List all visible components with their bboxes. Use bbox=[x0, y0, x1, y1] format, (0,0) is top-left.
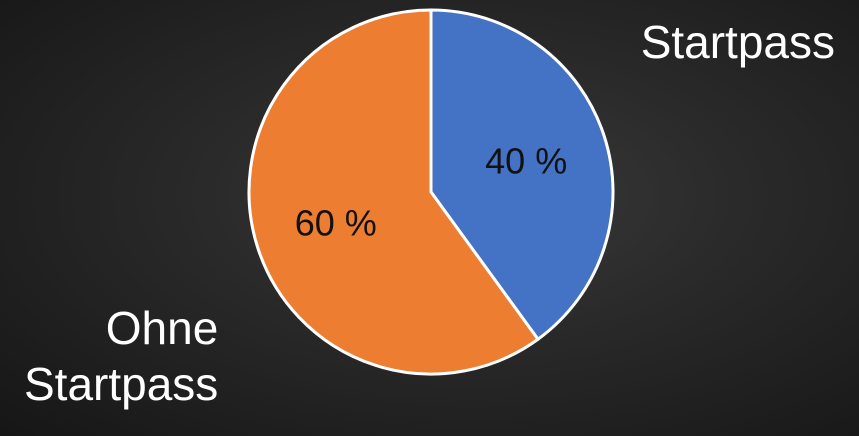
pie-slices bbox=[247, 8, 615, 376]
data-label-startpass: 40 % bbox=[485, 141, 567, 182]
category-label-ohne-startpass: Ohne Startpass bbox=[24, 300, 218, 412]
category-label-ohne-line1: Ohne bbox=[105, 302, 219, 354]
pie-slice-startpass bbox=[429, 8, 615, 341]
data-label-ohne-startpass: 60 % bbox=[295, 202, 377, 243]
pie-slice-ohne-startpass bbox=[247, 8, 540, 376]
pie-data-labels: 40 % 60 % bbox=[295, 141, 567, 244]
category-label-ohne-line2: Startpass bbox=[24, 358, 219, 410]
category-label-startpass: Startpass bbox=[640, 16, 835, 68]
